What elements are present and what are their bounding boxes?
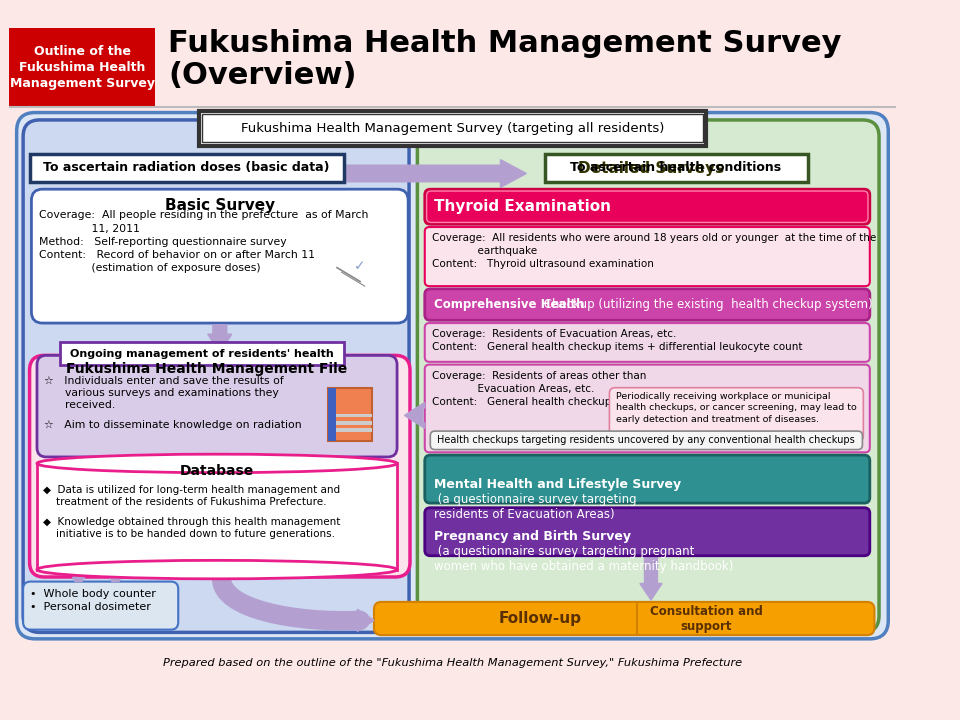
FancyBboxPatch shape [430,431,862,449]
Text: Mental Health and Lifestyle Survey: Mental Health and Lifestyle Survey [434,478,682,491]
FancyBboxPatch shape [23,120,409,632]
Text: ☆   Individuals enter and save the results of
      various surveys and examinat: ☆ Individuals enter and save the results… [44,376,284,410]
FancyArrow shape [324,160,526,187]
Text: Comprehensive Health: Comprehensive Health [434,298,585,311]
FancyArrow shape [640,552,662,600]
FancyArrow shape [347,609,374,631]
FancyBboxPatch shape [37,356,397,457]
Bar [37,464,397,570]
FancyBboxPatch shape [424,323,870,362]
Text: •  Whole body counter
•  Personal dosimeter: • Whole body counter • Personal dosimete… [30,589,156,612]
Text: Health checkups targeting residents uncovered by any conventional health checkup: Health checkups targeting residents unco… [438,436,855,446]
Bar [203,114,703,142]
Text: Follow-up: Follow-up [498,611,582,626]
FancyBboxPatch shape [424,227,870,286]
Bar [336,428,372,432]
Bar [336,421,372,425]
Bar [336,413,372,418]
FancyBboxPatch shape [424,364,870,452]
Text: Fukushima Health Management Survey (targeting all residents): Fukushima Health Management Survey (targ… [241,122,664,135]
Text: Detailed Surveys: Detailed Surveys [578,161,724,176]
Text: Pregnancy and Birth Survey: Pregnancy and Birth Survey [434,530,631,543]
FancyArrow shape [109,570,122,582]
Bar [327,387,372,441]
Text: Checkup (utilizing the existing  health checkup system): Checkup (utilizing the existing health c… [540,298,873,311]
Text: Prepared based on the outline of the "Fukushima Health Management Survey," Fukus: Prepared based on the outline of the "Fu… [163,658,742,668]
FancyBboxPatch shape [32,189,408,323]
Bar [544,154,808,181]
FancyArrow shape [207,325,231,353]
Text: Ongoing management of residents' health: Ongoing management of residents' health [70,348,334,359]
FancyBboxPatch shape [23,582,179,629]
FancyBboxPatch shape [426,191,868,222]
Text: Basic Survey: Basic Survey [165,199,275,213]
Ellipse shape [37,560,397,579]
Text: Consultation and
support: Consultation and support [650,605,763,633]
FancyBboxPatch shape [418,120,879,632]
FancyBboxPatch shape [424,289,870,320]
Text: ◆  Data is utilized for long-term health management and
    treatment of the res: ◆ Data is utilized for long-term health … [43,485,341,507]
Text: Fukushima Health Management File: Fukushima Health Management File [66,362,348,376]
FancyBboxPatch shape [374,602,875,635]
Text: ✓: ✓ [353,259,366,274]
Text: Coverage:  Residents of Evacuation Areas, etc.
Content:   General health checkup: Coverage: Residents of Evacuation Areas,… [432,328,803,352]
Text: Periodically receiving workplace or municipal
health checkups, or cancer screeni: Periodically receiving workplace or muni… [616,392,856,423]
Text: To ascertain health conditions: To ascertain health conditions [570,161,781,174]
FancyBboxPatch shape [16,112,888,639]
Ellipse shape [37,454,397,472]
Text: ◆  Knowledge obtained through this health management
    initiative is to be han: ◆ Knowledge obtained through this health… [43,517,341,539]
FancyBboxPatch shape [424,508,870,556]
Bar [10,27,156,106]
Bar [60,343,345,364]
Text: Coverage:  Residents of areas other than
              Evacuation Areas, etc.
Co: Coverage: Residents of areas other than … [432,371,646,408]
Bar [199,111,707,145]
Text: To ascertain radiation doses (basic data): To ascertain radiation doses (basic data… [43,161,330,174]
FancyArrow shape [404,402,424,428]
FancyBboxPatch shape [30,356,410,577]
FancyArrow shape [72,570,85,582]
Text: Coverage:  All people residing in the prefecture  as of March
               11,: Coverage: All people residing in the pre… [38,210,369,273]
Bar [327,387,336,441]
Text: Thyroid Examination: Thyroid Examination [434,199,611,215]
FancyBboxPatch shape [424,455,870,503]
FancyBboxPatch shape [424,189,870,224]
Text: ☆   Aim to disseminate knowledge on radiation: ☆ Aim to disseminate knowledge on radiat… [44,420,302,430]
Text: (a questionnaire survey targeting pregnant
women who have obtained a maternity h: (a questionnaire survey targeting pregna… [434,544,733,572]
Text: (a questionnaire survey targeting
residents of Evacuation Areas): (a questionnaire survey targeting reside… [434,493,636,521]
FancyBboxPatch shape [610,387,863,441]
Text: Database: Database [180,464,254,478]
Bar [10,27,896,106]
Bar [30,154,344,181]
Text: Coverage:  All residents who were around 18 years old or younger  at the time of: Coverage: All residents who were around … [432,233,876,269]
Text: Outline of the
Fukushima Health
Management Survey: Outline of the Fukushima Health Manageme… [10,45,155,90]
Text: Fukushima Health Management Survey
(Overview): Fukushima Health Management Survey (Over… [168,30,842,90]
